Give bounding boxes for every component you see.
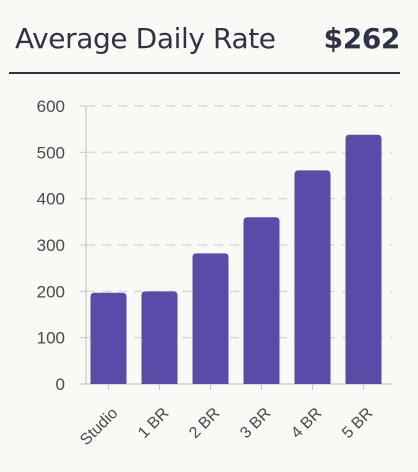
y-tick-label: 500 [37,143,65,162]
y-tick-label: 200 [37,282,65,301]
y-tick-labels: 0 100 200 300 400 500 600 [37,97,65,394]
bar-3-br [243,217,280,384]
bar-studio [90,292,127,384]
x-tick-label: 5 BR [339,405,376,442]
y-tick-label: 0 [56,375,65,394]
header-divider [9,72,400,74]
average-daily-rate-value: $262 [323,22,401,55]
x-tick-label: 2 BR [186,405,223,442]
x-tick-label: 3 BR [237,405,274,442]
bar-2-br [192,253,229,384]
gridlines [86,105,392,339]
bar-5-br [345,134,382,384]
axes [80,105,392,390]
x-tick-label: 1 BR [135,405,172,442]
y-tick-label: 300 [37,236,65,255]
y-tick-label: 600 [37,97,65,116]
x-tick-label: 4 BR [288,405,325,442]
x-tick-label: Studio [77,405,121,449]
x-tick-labels: Studio 1 BR 2 BR 3 BR 4 BR 5 BR [77,405,376,449]
bar-4-br [294,170,331,384]
bar-1-br [141,291,178,384]
y-tick-label: 400 [37,190,65,209]
header: Average Daily Rate $262 [12,18,400,64]
y-tick-label: 100 [37,329,65,348]
bars [90,134,382,384]
chart-title: Average Daily Rate [15,22,276,55]
